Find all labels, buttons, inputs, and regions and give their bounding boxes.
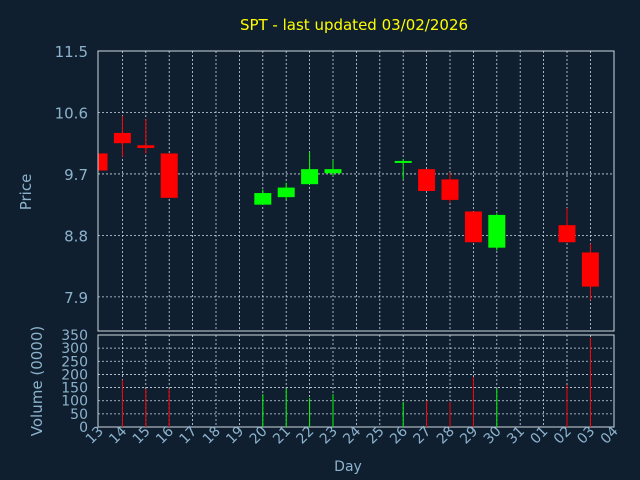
volume-tick-label: 300 [61, 341, 88, 357]
price-tick-label: 7.9 [64, 289, 88, 307]
candle-20 [254, 189, 272, 205]
candle-28 [441, 172, 459, 203]
volume-tick-label: 250 [61, 354, 88, 370]
candle-03 [581, 243, 599, 301]
candle-body [254, 193, 272, 205]
candle-body [113, 132, 131, 144]
x-axis-label: Day [334, 459, 362, 475]
grid-lines [98, 51, 614, 427]
candle-15 [137, 119, 155, 154]
candle-23 [324, 160, 342, 176]
price-tick-label: 9.7 [64, 166, 88, 184]
candle-27 [418, 169, 436, 191]
volume-bars [121, 337, 591, 427]
candle-22 [301, 152, 319, 185]
candle-body [277, 187, 295, 198]
candle-body [488, 214, 506, 248]
candle-body [558, 225, 576, 243]
volume-tick-label: 50 [70, 407, 88, 423]
x-axis: 13 14 15 16 17 18 19 20 21 22 23 24 25 26 27 28 29 30 31 01… [83, 423, 622, 447]
candle-body [581, 252, 599, 287]
candle-body [160, 153, 178, 198]
chart-title: SPT - last updated 03/02/2026 [240, 16, 468, 34]
candle-21 [277, 182, 295, 200]
candle-body [324, 169, 342, 174]
price-plot-frame [97, 50, 615, 332]
candle-body [441, 179, 459, 200]
candle-16 [160, 153, 178, 198]
candle-body [137, 145, 155, 148]
volume-plot-frame [97, 334, 615, 428]
candles [98, 115, 599, 301]
price-tick-label: 8.8 [64, 227, 88, 245]
price-y-axis: 11.5 10.6 9.7 8.8 7.9 [55, 43, 88, 307]
candle-02 [558, 208, 576, 243]
candle-30 [488, 213, 506, 251]
candle-body [418, 169, 436, 191]
volume-tick-label: 350 [61, 328, 88, 344]
candle-body [394, 160, 412, 163]
price-axis-label: Price [17, 174, 35, 211]
candle-body [464, 211, 482, 243]
candle-body [99, 153, 108, 171]
price-tick-label: 10.6 [55, 104, 88, 122]
volume-axis-label: Volume (0000) [28, 326, 46, 436]
volume-tick-label: 100 [61, 394, 88, 410]
candle-13 [98, 153, 108, 171]
volume-tick-label: 0 [79, 420, 88, 436]
price-tick-label: 11.5 [55, 43, 88, 61]
volume-tick-label: 200 [61, 367, 88, 383]
candle-body [301, 169, 319, 185]
candle-26 [394, 158, 412, 180]
candle-14 [113, 115, 131, 157]
candle-29 [464, 211, 482, 243]
volume-tick-label: 150 [61, 381, 88, 397]
